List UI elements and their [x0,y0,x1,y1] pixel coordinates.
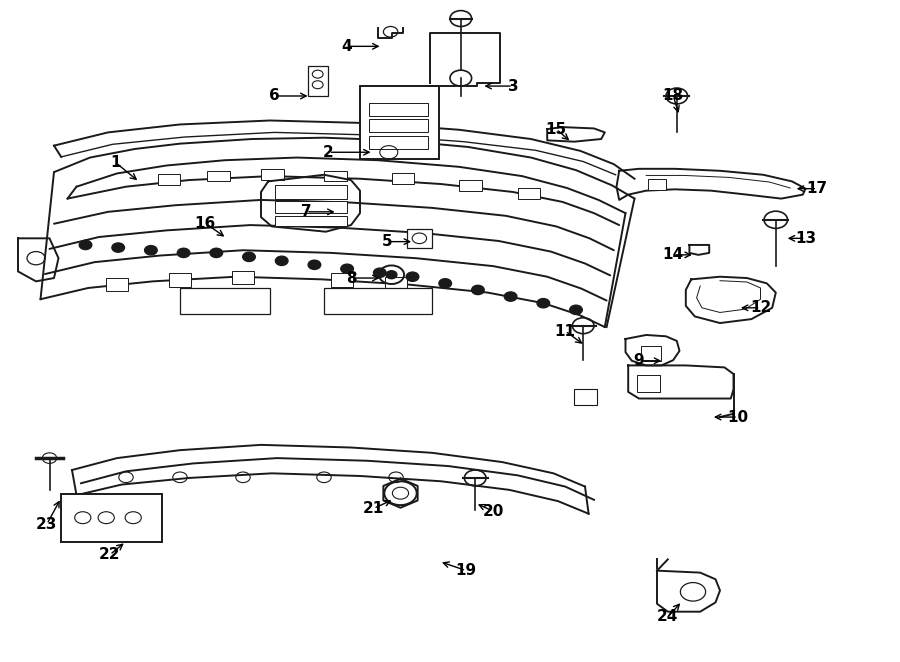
Bar [648,179,666,190]
Bar [274,201,346,213]
Circle shape [210,248,222,258]
Circle shape [341,264,354,273]
Text: 15: 15 [545,122,567,136]
Text: 8: 8 [346,271,356,285]
Bar [369,103,428,116]
Bar [459,180,482,191]
Circle shape [112,243,124,252]
Bar [324,288,432,314]
Bar [641,346,661,361]
Bar [158,174,180,185]
Bar [518,188,540,199]
Circle shape [570,305,582,314]
Circle shape [386,271,397,279]
Bar [169,273,191,287]
Bar [261,169,284,180]
Bar [232,271,254,284]
Text: 1: 1 [110,155,121,169]
Circle shape [79,240,92,250]
Circle shape [374,268,386,277]
Text: 21: 21 [363,501,384,516]
Text: 23: 23 [36,517,58,532]
Circle shape [275,256,288,265]
Circle shape [472,285,484,295]
Bar [360,86,439,159]
Circle shape [504,292,517,301]
Text: 24: 24 [657,610,679,624]
Text: 19: 19 [455,563,477,578]
Text: 16: 16 [194,216,216,230]
Bar [106,278,128,291]
Circle shape [439,279,452,288]
Text: 13: 13 [795,231,816,246]
Circle shape [406,272,419,281]
Bar [308,66,328,96]
Bar [324,171,346,181]
Text: 9: 9 [634,354,644,368]
Text: 20: 20 [482,504,504,518]
Text: 7: 7 [301,205,311,219]
Bar [574,389,597,405]
Text: 3: 3 [508,79,518,93]
Text: 18: 18 [662,89,684,103]
Bar [407,229,432,248]
Bar [369,136,428,149]
Circle shape [177,248,190,258]
Text: 6: 6 [269,89,280,103]
Bar [369,119,428,132]
Circle shape [243,252,256,261]
Text: 5: 5 [382,234,392,249]
Circle shape [537,299,550,308]
Bar [392,173,414,184]
Text: 14: 14 [662,248,684,262]
Text: 12: 12 [750,301,771,315]
Bar [207,171,230,181]
Bar [385,277,407,290]
Circle shape [145,246,158,255]
Bar [331,273,353,287]
Bar [637,375,660,392]
Bar [180,288,270,314]
Text: 22: 22 [99,547,121,562]
Text: 10: 10 [727,410,749,424]
Text: 17: 17 [806,181,828,196]
Text: 4: 4 [341,39,352,54]
Bar [61,494,162,542]
Text: 11: 11 [554,324,576,338]
Circle shape [308,260,320,269]
Bar [274,185,346,199]
Bar [274,216,346,226]
Text: 2: 2 [323,145,334,160]
